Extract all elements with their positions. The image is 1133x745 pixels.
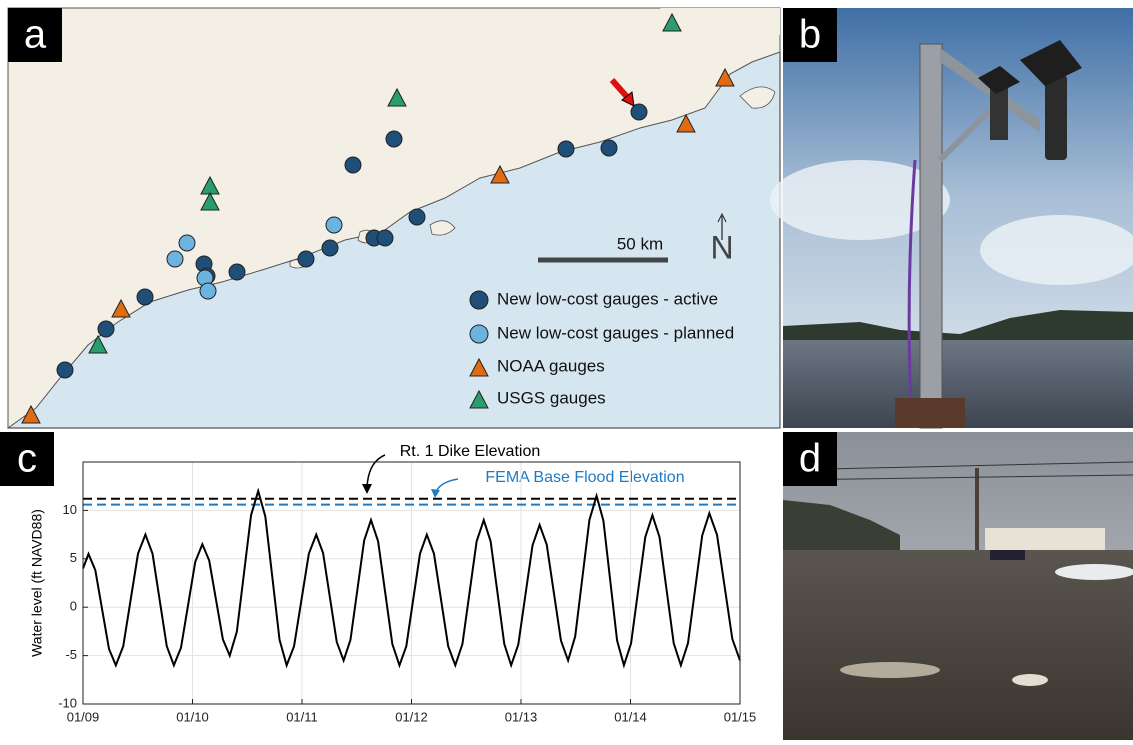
gauge-planned <box>326 217 342 233</box>
gauge-active <box>98 321 114 337</box>
legend-entry: New low-cost gauges - active <box>497 289 718 308</box>
y-axis-label: Water level (ft NAVD88) <box>29 509 45 657</box>
scale-label: 50 km <box>617 234 663 253</box>
gauge-active <box>345 157 361 173</box>
y-tick-label: 10 <box>63 502 77 517</box>
legend-entry: New low-cost gauges - planned <box>497 323 734 342</box>
gauge-planned <box>167 251 183 267</box>
gauge-active <box>137 289 153 305</box>
y-tick-label: -5 <box>65 647 77 662</box>
x-tick-label: 01/11 <box>286 709 318 724</box>
gauge-active <box>57 362 73 378</box>
gauge-planned <box>200 283 216 299</box>
photo-sensor <box>770 8 1133 428</box>
x-tick-label: 01/09 <box>67 709 100 724</box>
panel-label: d <box>799 437 821 481</box>
y-tick-label: 5 <box>70 550 77 565</box>
car <box>990 550 1025 560</box>
gauge-active <box>386 131 402 147</box>
cloud <box>980 215 1133 285</box>
gauge-active <box>631 104 647 120</box>
x-tick-label: 01/13 <box>505 709 538 724</box>
north-label: N <box>710 229 733 265</box>
annotation: FEMA Base Flood Elevation <box>485 469 684 486</box>
x-tick-label: 01/10 <box>176 709 209 724</box>
map-panel: 50 km N New low-cost gauges - active New… <box>8 8 780 428</box>
gauge-active <box>377 230 393 246</box>
annotation: Rt. 1 Dike Elevation <box>400 443 541 460</box>
y-tick-label: -10 <box>58 695 77 710</box>
ice <box>840 662 940 678</box>
x-tick-label: 01/15 <box>724 709 757 724</box>
y-tick-label: 0 <box>70 599 77 614</box>
x-tick-label: 01/12 <box>395 709 428 724</box>
gauge-active <box>558 141 574 157</box>
legend-symbol <box>470 291 488 309</box>
figure: 50 km N New low-cost gauges - active New… <box>0 0 1133 740</box>
legend-entry: USGS gauges <box>497 388 606 407</box>
gauge-active <box>601 140 617 156</box>
gauge-active <box>298 251 314 267</box>
panel-label: b <box>799 13 821 57</box>
gauge-active <box>409 209 425 225</box>
legend-entry: NOAA gauges <box>497 356 605 375</box>
gauge-active <box>322 240 338 256</box>
legend-symbol <box>470 325 488 343</box>
gauge-planned <box>179 235 195 251</box>
panel-label: c <box>17 437 37 481</box>
ice <box>1012 674 1048 686</box>
x-tick-label: 01/14 <box>614 709 647 724</box>
gauge-active <box>229 264 245 280</box>
base <box>895 398 965 428</box>
pole <box>920 44 942 428</box>
sensor <box>1045 75 1067 160</box>
panel-label: a <box>24 13 47 57</box>
snow <box>1055 564 1133 580</box>
building <box>985 528 1105 550</box>
chart-panel: Water level (ft NAVD88) Rt. 1 Dike Eleva… <box>29 443 757 724</box>
